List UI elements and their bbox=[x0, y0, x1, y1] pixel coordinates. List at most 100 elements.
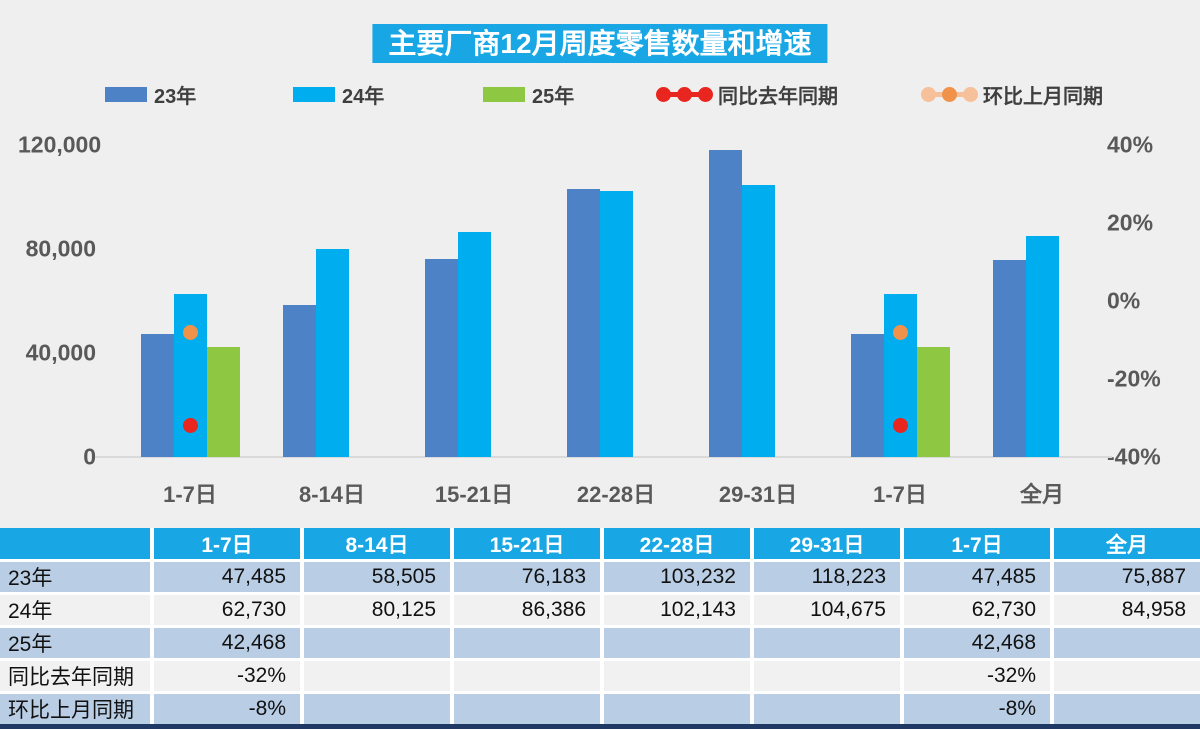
table-header-cell: 22-28日 bbox=[604, 528, 750, 559]
table-row-label: 23年 bbox=[0, 562, 150, 592]
table-row-label: 同比去年同期 bbox=[0, 661, 150, 691]
legend-label: 24年 bbox=[342, 85, 385, 108]
x-axis-label: 全月 bbox=[1019, 482, 1064, 507]
bar-24年-全月 bbox=[1025, 236, 1059, 457]
bar-24年-22-28日 bbox=[599, 191, 633, 457]
x-axis-label: 1-7日 bbox=[163, 482, 217, 507]
table-cell: 76,183 bbox=[454, 562, 600, 592]
table-header-cell: 全月 bbox=[1054, 528, 1200, 559]
table-cell bbox=[1054, 694, 1200, 724]
table-cell: 58,505 bbox=[304, 562, 450, 592]
table-cell: 62,730 bbox=[904, 595, 1050, 625]
bar-23年-8-14日 bbox=[282, 304, 316, 457]
table-cell bbox=[304, 661, 450, 691]
table-header-cell: 29-31日 bbox=[754, 528, 900, 559]
table-header-cell: 8-14日 bbox=[304, 528, 450, 559]
bar-23年-22-28日 bbox=[566, 188, 600, 457]
table-cell bbox=[454, 628, 600, 658]
table-cell: -32% bbox=[904, 661, 1050, 691]
table-cell bbox=[1054, 628, 1200, 658]
table-header-cell: 15-21日 bbox=[454, 528, 600, 559]
bar-24年-15-21日 bbox=[457, 232, 491, 457]
legend-label: 同比去年同期 bbox=[718, 85, 838, 108]
bar-24年-29-31日 bbox=[741, 184, 775, 457]
right-axis-tick: 20% bbox=[1107, 209, 1154, 236]
left-axis-tick: 80,000 bbox=[25, 235, 96, 262]
table-cell: 102,143 bbox=[604, 595, 750, 625]
x-axis-label: 8-14日 bbox=[298, 482, 366, 507]
table-row-label: 环比上月同期 bbox=[0, 694, 150, 724]
table-cell: 118,223 bbox=[754, 562, 900, 592]
legend-item-5: 环比上月同期 bbox=[921, 83, 1103, 108]
table-cell: 47,485 bbox=[154, 562, 300, 592]
legend-swatch-icon bbox=[105, 86, 147, 102]
table-cell: -8% bbox=[904, 694, 1050, 724]
left-axis-tick: 120,000 bbox=[18, 131, 102, 158]
x-axis-label: 1-7日 bbox=[873, 482, 927, 507]
point-同比去年同期-1-7日 bbox=[182, 418, 198, 434]
table-header-cell: 1-7日 bbox=[904, 528, 1050, 559]
table-cell bbox=[604, 661, 750, 691]
table-cell bbox=[454, 661, 600, 691]
table-cell bbox=[1054, 661, 1200, 691]
table-cell: 86,386 bbox=[454, 595, 600, 625]
bar-25年-1-7日 bbox=[916, 346, 950, 457]
table-cell: 42,468 bbox=[904, 628, 1050, 658]
data-table: 1-7日 8-14日 15-21日 22-28日 29-31日 1-7日 全月 23年 47,4… bbox=[0, 528, 1200, 724]
x-axis-line bbox=[95, 456, 1112, 458]
legend-item-2: 24年 bbox=[293, 83, 384, 108]
table-cell bbox=[304, 628, 450, 658]
table-bottom-border bbox=[0, 724, 1200, 729]
point-环比上月同期-1-7日 bbox=[892, 324, 908, 340]
x-axis-label: 22-28日 bbox=[576, 482, 656, 507]
chart-title: 主要厂商12月周度零售数量和增速 bbox=[372, 24, 828, 63]
table-cell: -8% bbox=[154, 694, 300, 724]
point-环比上月同期-1-7日 bbox=[182, 324, 198, 340]
legend-item-3: 25年 bbox=[483, 83, 574, 108]
table-cell bbox=[454, 694, 600, 724]
table-cell bbox=[754, 694, 900, 724]
table-header-cell bbox=[0, 528, 150, 559]
right-axis-tick: -40% bbox=[1107, 443, 1161, 470]
table-row-label: 25年 bbox=[0, 628, 150, 658]
bar-23年-15-21日 bbox=[424, 258, 458, 457]
bar-23年-29-31日 bbox=[708, 149, 742, 457]
table-cell: 47,485 bbox=[904, 562, 1050, 592]
bar-23年-全月 bbox=[992, 259, 1026, 457]
right-axis-tick: -20% bbox=[1107, 365, 1161, 392]
right-axis-tick: 0% bbox=[1107, 287, 1141, 314]
table-cell: 62,730 bbox=[154, 595, 300, 625]
bar-23年-1-7日 bbox=[140, 333, 174, 457]
table-cell: 42,468 bbox=[154, 628, 300, 658]
table-cell: 103,232 bbox=[604, 562, 750, 592]
legend-swatch-icon bbox=[293, 86, 335, 102]
table-cell bbox=[604, 628, 750, 658]
table-header-cell: 1-7日 bbox=[154, 528, 300, 559]
table-cell: 104,675 bbox=[754, 595, 900, 625]
legend-item-4: 同比去年同期 bbox=[656, 83, 838, 108]
legend-label: 25年 bbox=[532, 85, 575, 108]
x-axis-label: 29-31日 bbox=[718, 482, 798, 507]
legend-label: 23年 bbox=[154, 85, 197, 108]
table-cell bbox=[754, 661, 900, 691]
left-axis-tick: 0 bbox=[83, 443, 96, 470]
table-cell bbox=[304, 694, 450, 724]
table-cell: -32% bbox=[154, 661, 300, 691]
legend-dot-line-icon bbox=[921, 86, 978, 102]
bar-23年-1-7日 bbox=[850, 333, 884, 457]
legend-dot-line-icon bbox=[656, 86, 713, 102]
bar-25年-1-7日 bbox=[206, 346, 240, 457]
table-cell bbox=[604, 694, 750, 724]
right-axis-tick: 40% bbox=[1107, 131, 1154, 158]
point-同比去年同期-1-7日 bbox=[892, 418, 908, 434]
table-cell: 80,125 bbox=[304, 595, 450, 625]
x-axis-label: 15-21日 bbox=[434, 482, 514, 507]
legend-item-1: 23年 bbox=[105, 83, 196, 108]
legend-label: 环比上月同期 bbox=[983, 85, 1103, 108]
legend-swatch-icon bbox=[483, 86, 525, 102]
table-row-label: 24年 bbox=[0, 595, 150, 625]
bar-24年-8-14日 bbox=[315, 248, 349, 457]
table-cell: 84,958 bbox=[1054, 595, 1200, 625]
table-cell bbox=[754, 628, 900, 658]
